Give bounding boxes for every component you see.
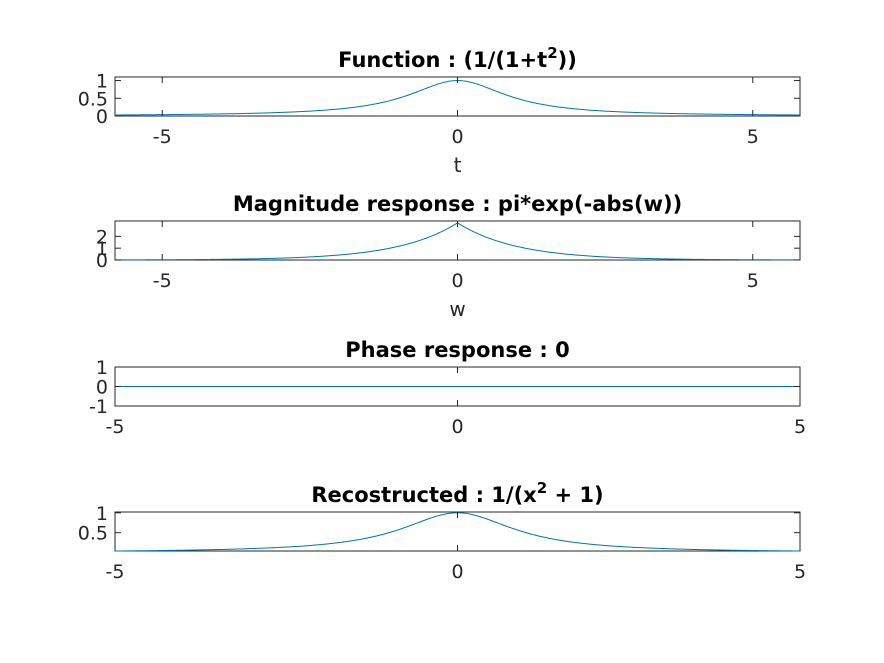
axes-box — [114, 511, 801, 552]
chart-title: Magnitude response : pi*exp(-abs(w)) — [233, 192, 682, 216]
x-tick-label: 0 — [451, 270, 463, 292]
y-tick-label: 0.5 — [78, 523, 108, 545]
chart-title: Recostructed : 1/(x2 + 1) — [311, 479, 603, 507]
x-tick-label: 0 — [451, 416, 463, 438]
y-tick-label: 1 — [96, 357, 108, 379]
x-tick-label: 5 — [747, 126, 759, 148]
x-axis-label: w — [449, 297, 465, 321]
x-axis-label: t — [454, 153, 462, 177]
y-tick-label: 0 — [96, 250, 108, 272]
y-tick-label: 0.5 — [78, 88, 108, 110]
y-tick-label: 0 — [96, 377, 108, 399]
x-tick-label: 0 — [451, 561, 463, 583]
x-tick-label: -5 — [106, 416, 125, 438]
x-tick-label: 5 — [747, 270, 759, 292]
y-tick-label: -1 — [89, 396, 108, 418]
x-tick-label: -5 — [153, 270, 172, 292]
x-tick-label: 5 — [794, 416, 806, 438]
x-tick-label: -5 — [153, 126, 172, 148]
x-tick-label: 5 — [794, 561, 806, 583]
axes-box — [114, 76, 801, 117]
x-tick-label: 0 — [451, 126, 463, 148]
x-tick-label: -5 — [106, 561, 125, 583]
y-tick-label: 1 — [96, 503, 108, 525]
y-tick-label: 1 — [96, 238, 108, 260]
axes-box — [114, 220, 801, 261]
subplot-4: -5 0 5 0.51 Recostructed : 1/(x2 + 1) — [78, 479, 806, 583]
y-tick-label: 1 — [96, 71, 108, 93]
y-tick-label: 2 — [96, 226, 108, 248]
chart-title: Phase response : 0 — [345, 338, 569, 362]
y-tick-label: 0 — [96, 106, 108, 128]
chart-title: Function : (1/(1+t2)) — [338, 44, 577, 72]
